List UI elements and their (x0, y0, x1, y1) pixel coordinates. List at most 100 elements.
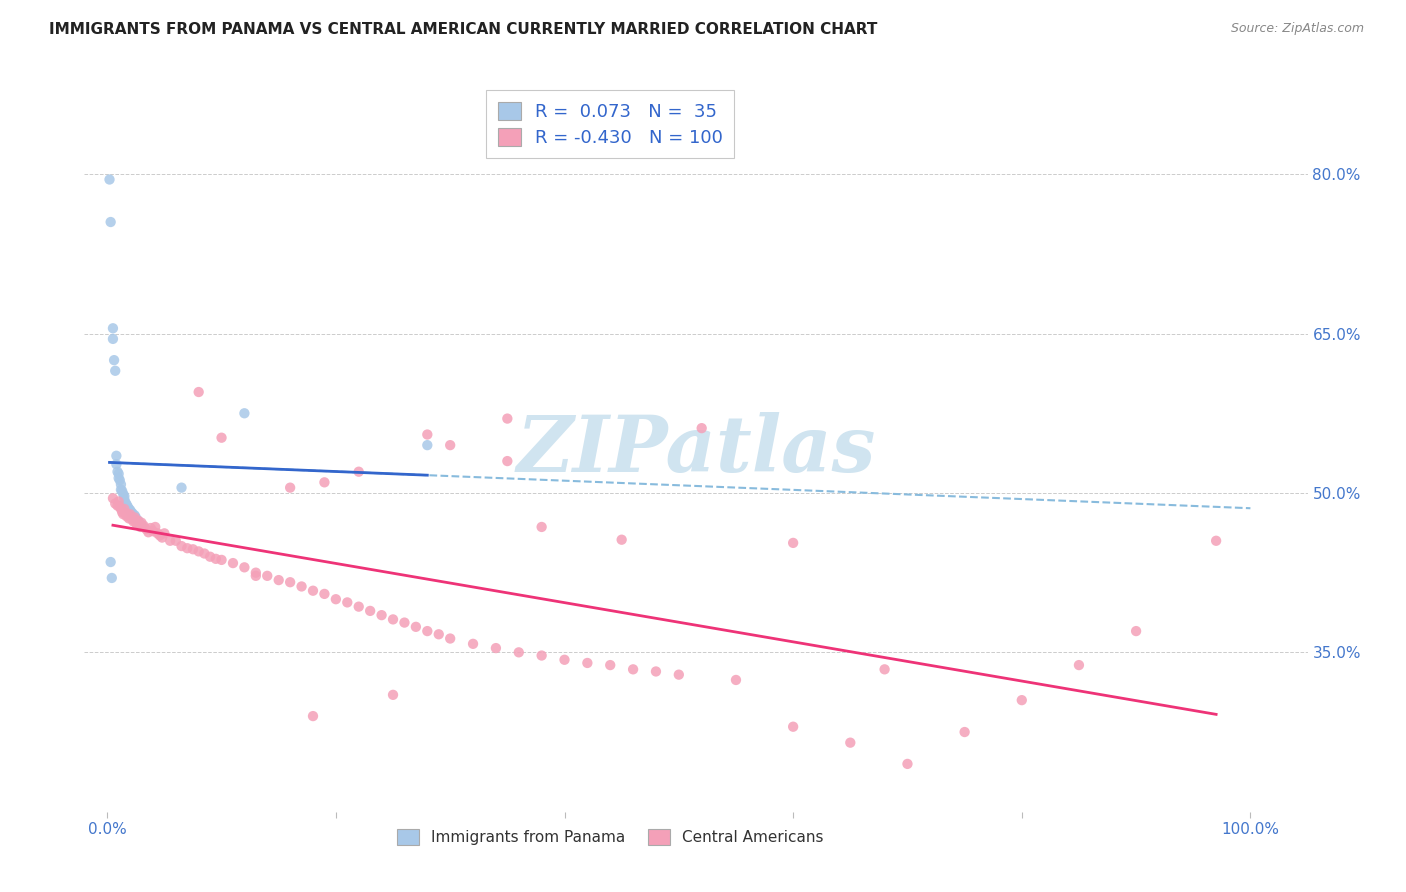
Point (124, 508, 146, 523)
Point (530, 648, 553, 663)
Point (873, 662, 896, 676)
Point (112, 487, 135, 501)
Point (108, 473, 131, 487)
Point (1011, 693, 1033, 707)
Point (382, 688, 405, 702)
Text: Source: ZipAtlas.com: Source: ZipAtlas.com (1230, 22, 1364, 36)
Point (101, 571, 124, 585)
Point (129, 520, 152, 534)
Point (120, 510, 142, 524)
Point (138, 525, 160, 540)
Point (839, 736, 862, 750)
Point (111, 505, 134, 519)
Point (461, 637, 484, 651)
Point (193, 547, 215, 561)
Point (127, 514, 149, 528)
Point (114, 495, 136, 509)
Point (782, 536, 804, 550)
Point (724, 673, 747, 687)
Point (302, 583, 325, 598)
Point (107, 471, 129, 485)
Point (121, 512, 143, 526)
Point (132, 519, 155, 533)
Point (690, 421, 713, 435)
Point (610, 533, 633, 547)
Point (278, 575, 301, 590)
Point (1205, 533, 1227, 548)
Point (115, 509, 138, 524)
Point (181, 542, 204, 557)
Point (159, 533, 181, 548)
Point (101, 491, 124, 506)
Point (211, 431, 233, 445)
Point (165, 533, 187, 548)
Point (103, 353, 125, 368)
Point (668, 667, 690, 681)
Point (112, 489, 135, 503)
Point (576, 656, 599, 670)
Point (370, 608, 392, 623)
Point (112, 492, 135, 507)
Point (187, 384, 209, 399)
Point (120, 507, 142, 521)
Point (782, 720, 804, 734)
Point (508, 645, 530, 659)
Point (127, 514, 149, 528)
Point (122, 515, 145, 529)
Point (439, 632, 461, 646)
Point (233, 560, 256, 574)
Point (112, 507, 135, 521)
Point (187, 544, 209, 558)
Point (143, 520, 166, 534)
Point (104, 497, 127, 511)
Point (114, 506, 136, 520)
Point (125, 517, 148, 532)
Point (111, 483, 134, 498)
Point (359, 604, 381, 618)
Point (139, 521, 162, 535)
Point (125, 510, 148, 524)
Point (120, 505, 142, 519)
Point (108, 500, 131, 514)
Point (107, 499, 129, 513)
Point (325, 592, 347, 607)
Point (170, 481, 193, 495)
Point (205, 551, 228, 566)
Point (146, 526, 169, 541)
Point (125, 515, 148, 529)
Point (153, 526, 176, 541)
Point (100, 215, 122, 229)
Point (100, 555, 122, 569)
Point (105, 457, 128, 471)
Point (149, 528, 172, 542)
Point (530, 520, 553, 534)
Point (170, 539, 193, 553)
Point (110, 483, 132, 497)
Point (256, 569, 278, 583)
Legend: Immigrants from Panama, Central Americans: Immigrants from Panama, Central American… (388, 820, 832, 855)
Point (1125, 624, 1147, 639)
Point (118, 502, 141, 516)
Point (112, 502, 135, 516)
Point (98, 172, 121, 186)
Point (245, 566, 267, 580)
Point (115, 498, 138, 512)
Text: ZIPatlas: ZIPatlas (516, 412, 876, 489)
Point (896, 756, 918, 771)
Point (124, 510, 146, 524)
Point (485, 641, 508, 656)
Point (496, 454, 519, 468)
Point (121, 506, 143, 520)
Point (416, 624, 439, 639)
Point (142, 524, 165, 539)
Point (439, 438, 461, 452)
Text: IMMIGRANTS FROM PANAMA VS CENTRAL AMERICAN CURRENTLY MARRIED CORRELATION CHART: IMMIGRANTS FROM PANAMA VS CENTRAL AMERIC… (49, 22, 877, 37)
Point (107, 467, 129, 481)
Point (1067, 658, 1090, 673)
Point (416, 438, 439, 452)
Point (150, 531, 173, 545)
Point (245, 569, 267, 583)
Point (101, 321, 124, 335)
Point (120, 503, 142, 517)
Point (314, 475, 336, 490)
